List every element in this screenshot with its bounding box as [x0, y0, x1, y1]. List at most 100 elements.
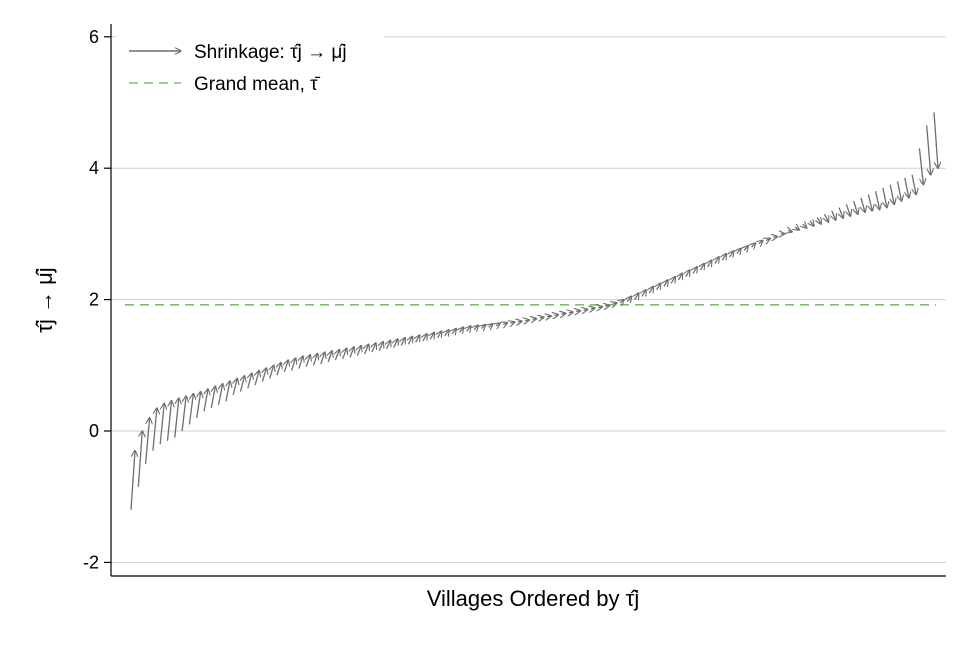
- shrinkage-arrow: [452, 329, 456, 334]
- shrinkage-arrow: [372, 343, 376, 353]
- y-axis-title: τ̂j → μ̂j: [32, 267, 57, 332]
- shrinkage-arrow: [365, 344, 369, 355]
- shrinkage-arrow: [627, 296, 631, 301]
- shrinkage-arrow: [883, 187, 887, 208]
- shrinkage-arrow: [159, 403, 164, 445]
- shrinkage-arrow: [547, 316, 551, 317]
- legend-shrinkage-label: Shrinkage: τ̂j → μ̂j: [194, 42, 347, 63]
- shrinkage-arrow: [868, 194, 872, 210]
- shrinkage-arrow: [217, 384, 223, 405]
- shrinkage-arrow: [752, 243, 756, 247]
- shrinkage-arrow: [803, 224, 807, 228]
- shrinkage-arrow: [343, 348, 347, 359]
- shrinkage-arrow: [933, 112, 938, 168]
- shrinkage-arrow: [671, 277, 675, 284]
- shrinkage-arrow: [225, 381, 230, 402]
- shrinkage-arrow: [438, 331, 442, 338]
- shrinkage-arrow: [188, 394, 193, 425]
- shrinkage-arrow: [196, 392, 201, 418]
- shrinkage-arrow: [598, 307, 602, 308]
- shrinkage-arrow: [174, 398, 179, 438]
- shrinkage-arrow: [700, 263, 704, 270]
- shrinkage-arrow: [518, 321, 522, 322]
- shrinkage-arrow: [292, 358, 296, 371]
- gridlines: [111, 36, 946, 563]
- shrinkage-arrow: [474, 325, 478, 330]
- shrinkage-arrow: [825, 213, 829, 222]
- shrinkage-arrow: [130, 451, 135, 510]
- shrinkage-arrow: [241, 376, 245, 392]
- shrinkage-arrow: [569, 312, 573, 313]
- shrinkage-arrow: [918, 148, 923, 184]
- shrinkage-arrow: [328, 351, 332, 363]
- shrinkage-arrow: [306, 355, 310, 367]
- shrinkage-arrow: [708, 260, 712, 267]
- shrinkage-arrow: [715, 257, 719, 264]
- shrinkage-arrow: [722, 254, 726, 261]
- shrinkage-arrow: [503, 323, 507, 325]
- shrinkage-arrow: [255, 371, 259, 386]
- shrinkage-arrow: [335, 350, 339, 361]
- shrinkage-arrow: [277, 363, 281, 376]
- shrinkage-arrow: [481, 325, 485, 329]
- shrinkage-arrow: [788, 231, 792, 232]
- shrinkage-arrow: [408, 336, 412, 345]
- shrinkage-arrow: [511, 322, 515, 323]
- shrinkage-arrow: [737, 248, 741, 253]
- shrinkage-arrow: [693, 267, 697, 274]
- shrinkage-arrow: [248, 373, 252, 389]
- y-tick-label: -2: [83, 552, 99, 572]
- shrinkage-arrow: [730, 251, 734, 257]
- legend-mean-label: Grand mean, τ̄: [194, 74, 321, 95]
- shrinkage-arrow: [773, 237, 777, 238]
- shrinkage-arrow: [839, 207, 843, 219]
- shrinkage-arrow: [912, 174, 916, 195]
- shrinkage-arrow: [270, 365, 274, 379]
- legend-box: [116, 36, 384, 100]
- shrinkage-arrow: [445, 330, 449, 336]
- shrinkage-arrow: [203, 389, 208, 412]
- shrinkage-arrow: [321, 352, 325, 365]
- shrinkage-arrow: [686, 270, 690, 277]
- shrinkage-arrow: [766, 238, 770, 240]
- y-tick-label: 4: [89, 158, 99, 178]
- shrinkage-arrows: [130, 112, 938, 510]
- shrinkage-arrow: [496, 323, 500, 326]
- shrinkage-arrow: [137, 431, 142, 487]
- shrinkage-arrow: [166, 401, 172, 441]
- shrinkage-arrow: [401, 338, 405, 346]
- shrinkage-arrow: [576, 311, 580, 312]
- shrinkage-arrow: [357, 346, 361, 356]
- shrinkage-arrow: [562, 313, 566, 314]
- shrinkage-arrow: [467, 326, 471, 331]
- shrinkage-arrow: [284, 360, 288, 373]
- shrinkage-arrow: [584, 309, 588, 310]
- shrinkage-arrow: [664, 280, 668, 287]
- shrinkage-arrow: [181, 396, 186, 432]
- shrinkage-arrow: [554, 315, 558, 316]
- shrinkage-arrow: [394, 339, 398, 348]
- y-tick-label: 2: [89, 290, 99, 310]
- shrinkage-arrow: [679, 273, 683, 280]
- shrinkage-arrow: [430, 332, 434, 339]
- shrinkage-arrow: [152, 408, 157, 451]
- shrinkage-arrow: [460, 327, 464, 332]
- shrinkage-arrow: [379, 342, 383, 352]
- shrinkage-arrow: [489, 324, 493, 327]
- shrinkage-arrow: [876, 191, 880, 209]
- shrinkage-arrow: [649, 286, 653, 293]
- y-tick-label: 6: [89, 27, 99, 47]
- shrinkage-arrow: [613, 303, 617, 304]
- shrinkage-arrow: [861, 197, 865, 212]
- y-tick-label: 0: [89, 421, 99, 441]
- shrinkage-arrow: [533, 319, 537, 320]
- shrinkage-arrow: [846, 204, 850, 216]
- shrinkage-arrow: [795, 227, 799, 230]
- shrinkage-arrow: [233, 378, 237, 396]
- shrinkage-arrow: [926, 125, 931, 174]
- shrinkage-arrow: [299, 356, 303, 369]
- shrinkage-arrow: [540, 317, 544, 318]
- shrinkage-arrow: [416, 335, 420, 343]
- x-axis-title: Villages Ordered by τ̂j: [427, 586, 640, 611]
- shrinkage-arrow: [905, 177, 909, 198]
